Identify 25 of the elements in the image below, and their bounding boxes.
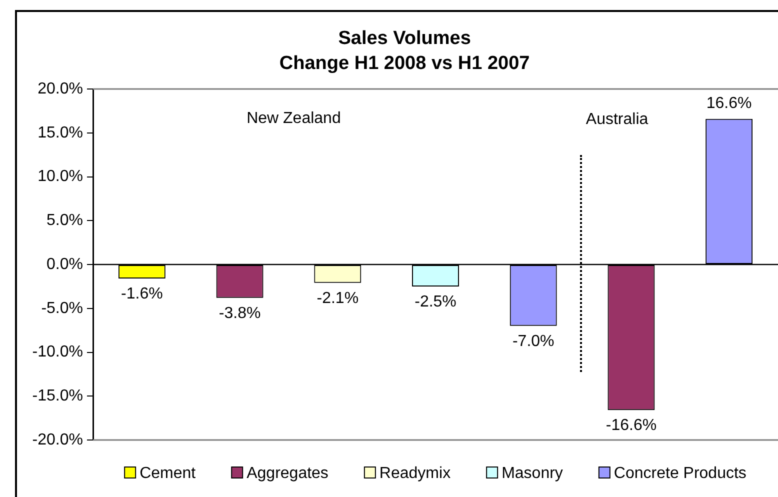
y-tick-label: 10.0% (38, 168, 83, 186)
data-label: -16.6% (606, 417, 657, 434)
y-tick-label: 5.0% (46, 212, 83, 230)
legend-label: Aggregates (246, 465, 328, 482)
data-label: -2.1% (316, 290, 359, 307)
data-label: -7.0% (512, 332, 554, 350)
legend-label: Concrete Products (614, 465, 746, 482)
legend-label: Masonry (502, 465, 563, 482)
legend-label: Cement (140, 465, 196, 482)
data-label: -3.8% (218, 304, 261, 322)
y-tick-label: -10.0% (32, 344, 83, 361)
y-tick-label: 0.0% (46, 256, 83, 273)
annotation: Australia (586, 111, 648, 128)
y-tick-label: -5.0% (41, 300, 83, 317)
y-tick-label: 20.0% (38, 80, 83, 98)
legend-label: Readymix (379, 465, 451, 482)
y-tick-label: -20.0% (32, 431, 83, 448)
data-label: 16.6% (706, 94, 752, 112)
annotation: New Zealand (246, 110, 341, 128)
y-tick-label: 15.0% (38, 124, 83, 142)
chart-subtitle: Change H1 2008 vs H1 2007 (279, 53, 530, 74)
data-label: -1.6% (121, 286, 163, 303)
chart-title: Sales Volumes (338, 28, 471, 49)
y-tick-label: -15.0% (32, 388, 83, 405)
data-label: -2.5% (414, 293, 456, 310)
